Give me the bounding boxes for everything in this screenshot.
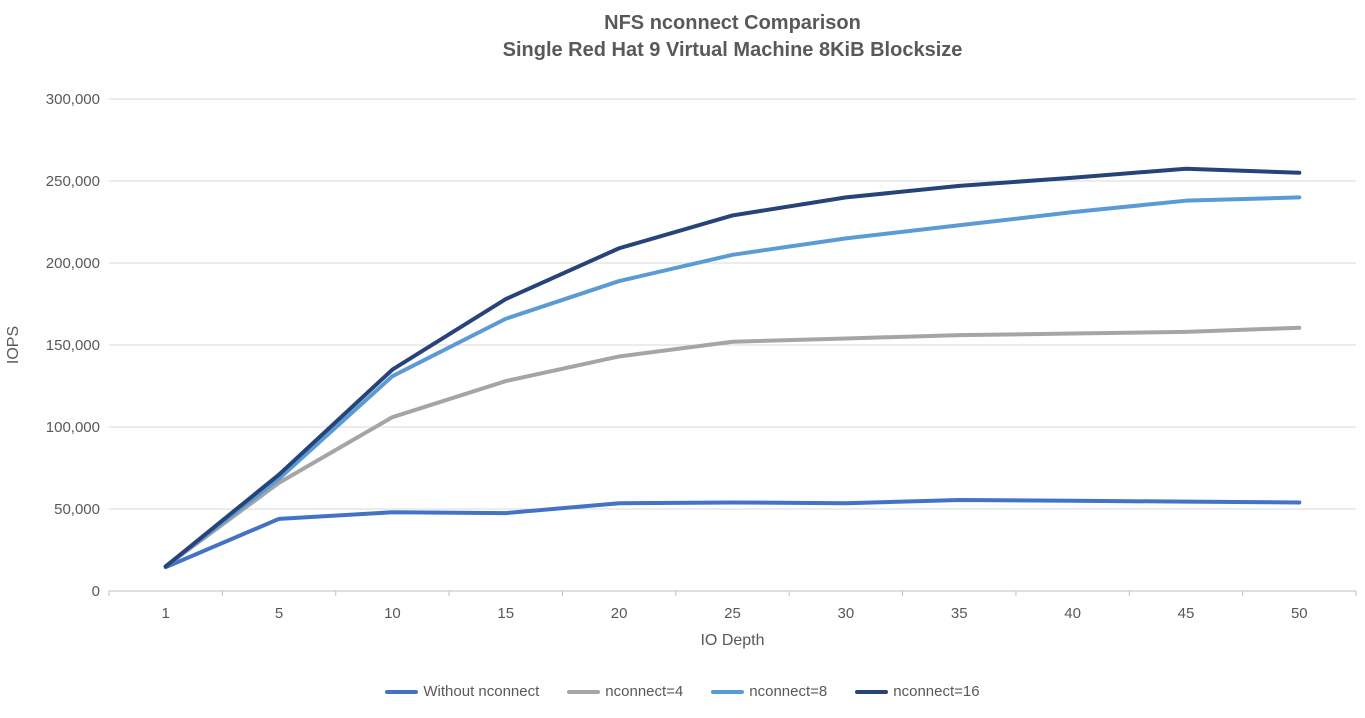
legend-item: nconnect=8 [711,683,827,700]
legend-line-swatch [711,689,745,694]
legend-line-swatch [855,689,889,694]
legend-item: nconnect=16 [855,683,980,700]
x-tick-label: 10 [384,605,401,622]
x-tick-label: 5 [275,605,283,622]
x-tick-label: 30 [838,605,855,622]
y-tick-label: 50,000 [54,501,100,518]
x-tick-label: 40 [1064,605,1081,622]
series-line-nconnect-16 [163,166,1302,569]
legend-item: nconnect=4 [567,683,683,700]
chart-title: NFS nconnect Comparison Single Red Hat 9… [109,10,1356,64]
y-tick-label: 250,000 [46,173,100,190]
x-tick-label: 50 [1291,605,1308,622]
y-tick-label: 150,000 [46,337,100,354]
chart-title-line2: Single Red Hat 9 Virtual Machine 8KiB Bl… [502,39,963,61]
legend-label: nconnect=8 [749,683,828,700]
y-tick-label: 300,000 [46,91,100,108]
legend-line-swatch [567,689,601,694]
y-tick-label: 0 [92,583,100,600]
series-line-nconnect-8 [163,195,1302,569]
legend-label: nconnect=4 [605,683,684,700]
chart-title-line1: NFS nconnect Comparison [604,12,861,34]
series-line-without-nconnect [163,497,1302,570]
series-line-nconnect-4 [163,325,1302,569]
x-tick-label: 45 [1178,605,1195,622]
y-tick-label: 200,000 [46,255,100,272]
legend-label: nconnect=16 [893,683,980,700]
x-tick-label: 20 [611,605,628,622]
legend-item: Without nconnect [385,683,539,700]
legend-label: Without nconnect [423,683,540,700]
chart-legend: Without nconnect nconnect=4 nconnect=8 ncon… [0,683,1365,700]
x-tick-label: 25 [724,605,741,622]
x-axis-title: IO Depth [700,632,764,649]
chart-canvas: 0 50,000 100,000 150,000 200,000 250,000 300,0… [5,91,1357,649]
x-tick-label: 15 [497,605,514,622]
x-tick-label: 1 [162,605,170,622]
y-tick-label: 100,000 [46,419,100,436]
legend-line-swatch [385,689,419,694]
x-tick-label: 35 [951,605,968,622]
y-axis-title: IOPS [5,326,22,364]
